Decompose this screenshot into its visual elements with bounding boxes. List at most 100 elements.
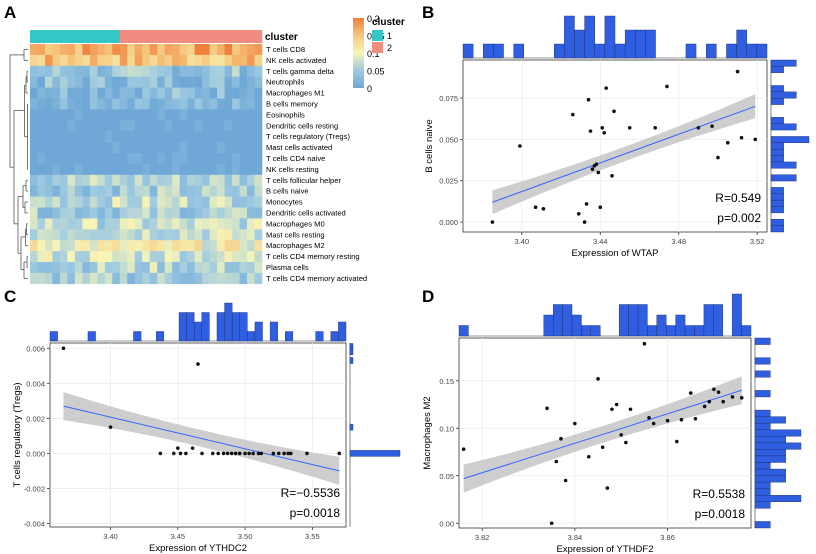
heatmap-cell: [254, 131, 263, 143]
heatmap-cell: [149, 240, 158, 252]
heatmap-cell: [247, 44, 255, 56]
heatmap-cell: [194, 196, 203, 208]
heatmap-cell: [119, 98, 128, 110]
heatmap-cell: [172, 65, 180, 77]
heatmap-cell: [142, 207, 151, 219]
heatmap-cell: [119, 44, 128, 56]
heatmap-cell: [134, 153, 143, 165]
data-point: [247, 451, 251, 456]
heatmap-cell: [104, 54, 113, 67]
heatmap-cell: [194, 218, 203, 230]
heatmap-cell: [232, 44, 240, 56]
heatmap-cell: [172, 44, 180, 56]
right-histogram-bar: [754, 521, 771, 529]
heatmap-cell: [157, 272, 166, 285]
heatmap-row-label: B cells naive: [266, 187, 309, 196]
heatmap-cell: [119, 240, 128, 252]
data-point: [233, 451, 238, 456]
heatmap-cell: [112, 87, 121, 99]
right-histogram-bar: [754, 442, 802, 450]
heatmap-cell: [104, 207, 113, 219]
heatmap-cell: [187, 54, 195, 67]
heatmap-cell: [30, 65, 38, 77]
heatmap-cell: [247, 185, 255, 197]
heatmap-cell: [187, 44, 195, 56]
heatmap-cell: [59, 44, 68, 56]
heatmap-cell: [119, 54, 128, 67]
heatmap-cell: [52, 174, 61, 186]
heatmap-cell: [30, 109, 38, 121]
heatmap-cell: [239, 65, 248, 77]
panel-c-scatter: C 3.40 3.45 3.50 3.55 -0.004 -0.002 0.000 0.002 0…: [4, 287, 401, 554]
heatmap-cell: [104, 109, 113, 121]
data-point: [282, 451, 286, 456]
heatmap-cell: [187, 174, 195, 186]
heatmap-cell: [172, 87, 180, 99]
heatmap-cell: [52, 76, 61, 88]
heatmap-cell: [67, 251, 76, 263]
heatmap-cell: [134, 272, 143, 285]
heatmap-cell: [149, 98, 158, 110]
data-point: [721, 399, 725, 404]
cluster-bar-cell: [217, 30, 225, 43]
data-point: [730, 395, 735, 399]
right-histogram-bar: [349, 357, 354, 364]
heatmap-cell: [30, 196, 38, 208]
heatmap-cell: [179, 262, 188, 274]
heatmap-row-label: Neutrophils: [266, 78, 305, 87]
heatmap-cell: [179, 174, 188, 186]
heatmap-cell: [37, 207, 46, 219]
heatmap-cell: [164, 163, 173, 176]
data-point: [108, 425, 113, 429]
data-point: [584, 202, 589, 206]
top-histogram-bar: [741, 325, 752, 337]
data-point: [596, 377, 600, 381]
heatmap-cell: [179, 65, 188, 77]
heatmap-cell: [44, 163, 53, 176]
heatmap-cell: [194, 87, 203, 99]
heatmap-cell: [44, 98, 53, 110]
heatmap-cell: [232, 174, 240, 186]
row-dendrogram: [9, 49, 28, 279]
heatmap-cell: [149, 65, 158, 77]
heatmap-cell: [179, 196, 188, 208]
heatmap-cell: [52, 196, 61, 208]
panel-label-a: A: [4, 3, 16, 22]
top-histogram-bar: [513, 43, 525, 59]
heatmap-cell: [209, 272, 218, 285]
heatmap-cell: [187, 65, 195, 77]
heatmap-cell: [172, 131, 180, 143]
heatmap-cell: [142, 87, 151, 99]
heatmap-cell: [37, 251, 46, 263]
y-tick-label: 0.000: [26, 449, 45, 458]
heatmap-cell: [157, 54, 166, 67]
heatmap-cell: [142, 262, 151, 274]
heatmap-cell: [44, 87, 53, 99]
heatmap-cell: [112, 65, 121, 77]
heatmap-cell: [67, 218, 76, 230]
heatmap-cell: [119, 272, 128, 285]
heatmap-cell: [179, 218, 188, 230]
x-tick-label: 3.48: [671, 237, 686, 246]
heatmap-cell: [104, 229, 113, 241]
top-histogram-bar: [604, 15, 616, 59]
heatmap-cell: [202, 218, 210, 230]
heatmap-cell: [89, 163, 98, 176]
data-point: [679, 417, 684, 422]
heatmap-cell: [112, 76, 121, 88]
cluster-bar-cell: [97, 30, 106, 43]
heatmap-cell: [209, 65, 218, 77]
data-point: [200, 451, 204, 456]
right-histogram-bar: [754, 429, 802, 437]
heatmap-cell: [164, 174, 173, 186]
heatmap-cell: [172, 76, 180, 88]
heatmap-cell: [59, 153, 68, 165]
heatmap-cell: [67, 109, 76, 121]
heatmap-cell: [67, 262, 76, 274]
x-axis-label: Expression of YTHDF2: [557, 544, 654, 554]
heatmap-cell: [104, 76, 113, 88]
data-point: [604, 86, 608, 90]
heatmap-cell: [134, 207, 143, 219]
heatmap-cell: [104, 240, 113, 252]
